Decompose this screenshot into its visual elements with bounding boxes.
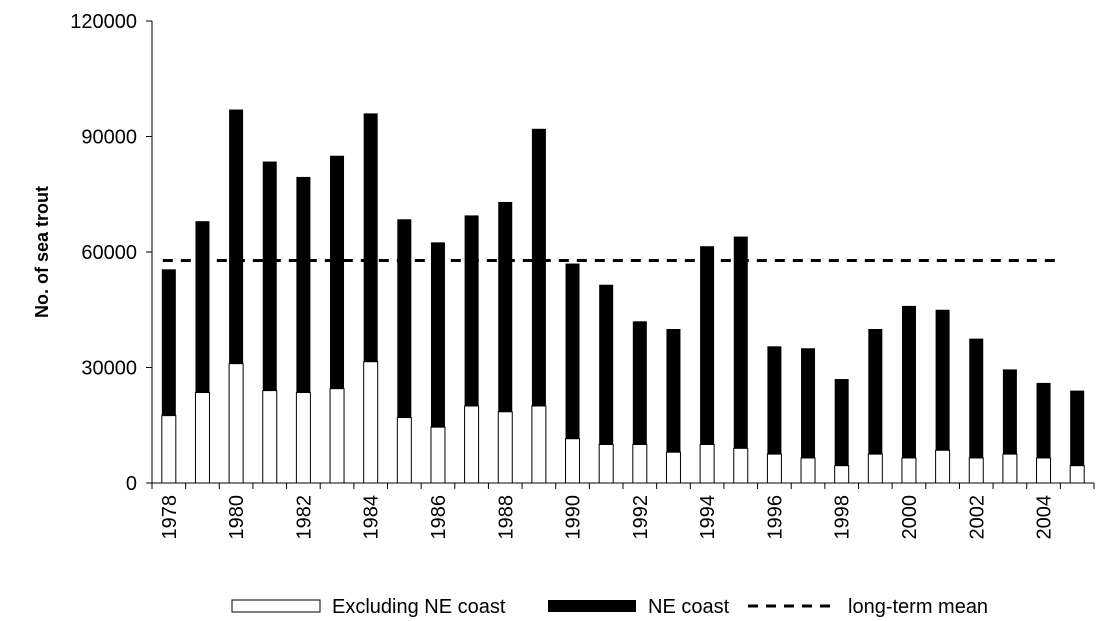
bar-excluding-ne-coast bbox=[464, 405, 480, 484]
bar-ne-coast bbox=[868, 329, 883, 455]
bar-ne-coast bbox=[330, 155, 345, 389]
bar-excluding-ne-coast bbox=[161, 415, 177, 484]
bars bbox=[161, 109, 1085, 484]
bar-excluding-ne-coast bbox=[1002, 453, 1018, 484]
y-tick-label: 90000 bbox=[81, 127, 137, 149]
bar-ne-coast bbox=[161, 269, 176, 416]
x-tick-label: 1980 bbox=[226, 495, 248, 540]
legend-label-long-term-mean: long-term mean bbox=[848, 596, 988, 618]
x-tick-label: 2004 bbox=[1034, 495, 1056, 540]
x-axis: 1978 1980 1982 1984 1986 1988 1990 1992 1994 1996… bbox=[151, 482, 1095, 540]
bar-excluding-ne-coast bbox=[565, 438, 581, 484]
bar-ne-coast bbox=[397, 219, 412, 418]
bar-ne-coast bbox=[430, 242, 445, 428]
bar-ne-coast bbox=[565, 263, 580, 439]
legend-marker-excluding-ne-coast bbox=[231, 599, 321, 613]
bar-excluding-ne-coast bbox=[262, 390, 278, 484]
x-tick-label: 1992 bbox=[630, 495, 652, 540]
x-tick-label: 1986 bbox=[428, 495, 450, 540]
x-tick-label: 1998 bbox=[832, 495, 854, 540]
bar-ne-coast bbox=[901, 305, 916, 458]
x-tick-label: 1994 bbox=[697, 495, 719, 540]
bar-excluding-ne-coast bbox=[363, 361, 379, 484]
bar-excluding-ne-coast bbox=[699, 444, 715, 484]
bar-ne-coast bbox=[599, 284, 614, 445]
x-tick-label: 1978 bbox=[159, 495, 181, 540]
bar-ne-coast bbox=[632, 321, 647, 445]
y-tick-label: 120000 bbox=[70, 11, 137, 33]
bar-ne-coast bbox=[1070, 390, 1085, 466]
bar-excluding-ne-coast bbox=[632, 444, 648, 484]
bar-excluding-ne-coast bbox=[800, 457, 816, 484]
bar-excluding-ne-coast bbox=[1036, 457, 1052, 484]
bar-ne-coast bbox=[767, 346, 782, 455]
bar-ne-coast bbox=[1036, 382, 1051, 458]
bar-ne-coast bbox=[262, 161, 277, 391]
y-tick-label: 30000 bbox=[81, 358, 137, 380]
bar-excluding-ne-coast bbox=[867, 453, 883, 484]
bar-ne-coast bbox=[733, 236, 748, 449]
bar-ne-coast bbox=[498, 201, 513, 412]
bar-ne-coast bbox=[700, 246, 715, 445]
bar-excluding-ne-coast bbox=[968, 457, 984, 484]
bar-excluding-ne-coast bbox=[834, 465, 850, 484]
legend-marker-ne-coast bbox=[548, 600, 636, 612]
x-tick-label: 1984 bbox=[361, 495, 383, 540]
bar-excluding-ne-coast bbox=[598, 444, 614, 484]
x-tick-label: 1996 bbox=[764, 495, 786, 540]
bar-ne-coast bbox=[531, 128, 546, 407]
y-tick-label: 60000 bbox=[81, 242, 137, 264]
bar-excluding-ne-coast bbox=[901, 457, 917, 484]
bar-ne-coast bbox=[195, 221, 210, 393]
y-tick-label: 0 bbox=[126, 473, 137, 495]
bar-ne-coast bbox=[969, 338, 984, 458]
x-tick-label: 1988 bbox=[495, 495, 517, 540]
x-tick-label: 2002 bbox=[966, 495, 988, 540]
y-axis: 0 30000 60000 90000 120000 bbox=[70, 11, 153, 495]
bar-excluding-ne-coast bbox=[430, 426, 446, 484]
bar-ne-coast bbox=[363, 113, 378, 362]
bar-excluding-ne-coast bbox=[295, 392, 311, 484]
bar-excluding-ne-coast bbox=[497, 411, 513, 484]
bar-excluding-ne-coast bbox=[935, 449, 951, 484]
legend-label-ne-coast: NE coast bbox=[648, 596, 730, 618]
bar-excluding-ne-coast bbox=[228, 363, 244, 484]
bar-excluding-ne-coast bbox=[766, 453, 782, 484]
bar-ne-coast bbox=[296, 176, 311, 393]
bar-ne-coast bbox=[666, 329, 681, 453]
bar-ne-coast bbox=[464, 215, 479, 406]
bar-excluding-ne-coast bbox=[194, 392, 210, 484]
bar-excluding-ne-coast bbox=[733, 447, 749, 484]
bar-excluding-ne-coast bbox=[396, 417, 412, 484]
bar-ne-coast bbox=[834, 379, 849, 466]
bar-excluding-ne-coast bbox=[531, 405, 547, 484]
y-axis-title: No. of sea trout bbox=[32, 186, 52, 318]
bar-excluding-ne-coast bbox=[329, 388, 345, 484]
bar-ne-coast bbox=[801, 348, 816, 458]
bar-ne-coast bbox=[1002, 369, 1017, 455]
legend: Excluding NE coast NE coast long-term me… bbox=[231, 596, 988, 618]
bar-ne-coast bbox=[935, 309, 950, 451]
x-tick-label: 1982 bbox=[293, 495, 315, 540]
bar-ne-coast bbox=[229, 109, 244, 364]
bar-excluding-ne-coast bbox=[665, 451, 681, 484]
bar-excluding-ne-coast bbox=[1069, 465, 1085, 484]
x-tick-label: 1990 bbox=[563, 495, 585, 540]
x-tick-label: 2000 bbox=[899, 495, 921, 540]
legend-label-excluding-ne-coast: Excluding NE coast bbox=[332, 596, 506, 618]
